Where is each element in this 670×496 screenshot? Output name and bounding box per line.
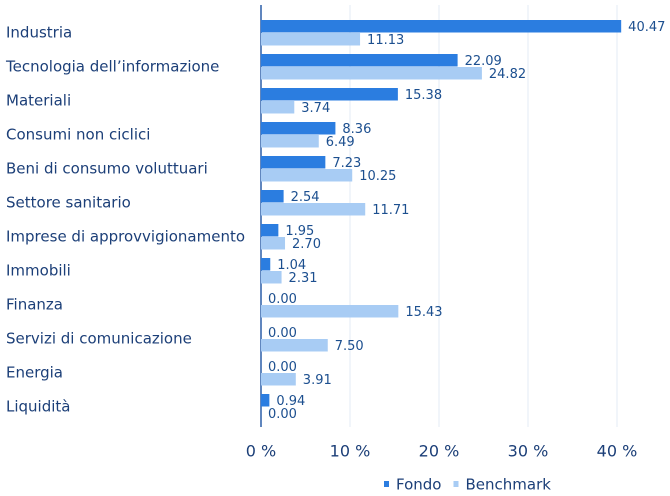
bar [261, 88, 398, 101]
value-label: 8.36 [342, 122, 371, 137]
value-label: 7.50 [335, 339, 364, 354]
value-label: 11.13 [367, 33, 404, 48]
legend-label: Fondo [396, 476, 441, 494]
category-label: Imprese di approvvigionamento [6, 228, 245, 246]
category-label: Settore sanitario [6, 194, 131, 212]
bar [261, 190, 284, 203]
value-label: 0.00 [268, 407, 297, 422]
bar [261, 67, 482, 80]
bar [261, 122, 336, 135]
bar [261, 305, 399, 318]
value-label: 0.00 [268, 360, 297, 375]
x-tick-label: 20 % [419, 442, 460, 461]
value-label: 6.49 [326, 135, 355, 150]
category-label: Servizi di comunicazione [6, 330, 192, 348]
x-tick-label: 30 % [508, 442, 549, 461]
category-label: Materiali [6, 92, 71, 110]
bar [261, 54, 458, 67]
legend-swatch [453, 481, 459, 487]
bar [261, 101, 295, 114]
value-label: 10.25 [359, 169, 396, 184]
x-tick-label: 10 % [330, 442, 371, 461]
category-label: Energia [6, 364, 63, 382]
value-label: 22.09 [465, 54, 502, 69]
value-label: 2.54 [291, 190, 320, 205]
bar [261, 224, 279, 237]
bar [261, 373, 296, 386]
legend-label: Benchmark [465, 476, 551, 494]
bar [261, 203, 366, 216]
value-label: 0.00 [268, 326, 297, 341]
value-label: 3.74 [301, 101, 330, 116]
value-label: 0.94 [276, 394, 305, 409]
value-label: 3.91 [303, 373, 332, 388]
bar [261, 258, 271, 271]
value-label: 1.95 [285, 224, 314, 239]
category-label: Industria [6, 24, 72, 42]
category-label: Beni di consumo voluttuari [6, 160, 208, 178]
category-label: Immobili [6, 262, 71, 280]
value-label: 1.04 [277, 258, 306, 273]
bar [261, 156, 326, 169]
value-label: 2.70 [292, 237, 321, 252]
category-label: Tecnologia dell’informazione [5, 58, 219, 76]
bar [261, 237, 286, 250]
value-label: 15.43 [405, 305, 442, 320]
bar [261, 20, 622, 33]
bar [261, 33, 361, 46]
value-label: 11.71 [372, 203, 409, 218]
value-label: 15.38 [405, 88, 442, 103]
legend-swatch [384, 481, 389, 487]
bar [261, 394, 270, 407]
value-label: 40.47 [628, 20, 665, 35]
value-label: 7.23 [332, 156, 361, 171]
category-label: Liquidità [6, 398, 70, 416]
value-label: 0.00 [268, 292, 297, 307]
value-label: 24.82 [489, 67, 526, 82]
x-tick-label: 0 % [246, 442, 276, 461]
bar [261, 339, 328, 352]
category-label: Finanza [6, 296, 63, 314]
bar [261, 271, 282, 284]
category-label: Consumi non ciclici [6, 126, 150, 144]
x-tick-label: 40 % [597, 442, 638, 461]
bar [261, 169, 353, 182]
value-label: 2.31 [289, 271, 318, 286]
bar [261, 135, 319, 148]
